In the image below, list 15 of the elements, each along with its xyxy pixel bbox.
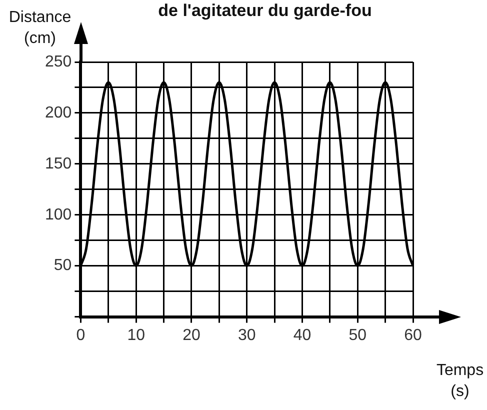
x-tick-label: 60 (404, 326, 422, 344)
x-tick-label: 40 (293, 326, 312, 344)
x-axis-title: Temps (s) (436, 362, 484, 400)
y-tick-label: 100 (44, 206, 72, 224)
y-tick-label: 200 (44, 104, 72, 122)
y-axis-title: Distance (cm) (8, 9, 72, 47)
y-tick-label: 50 (54, 257, 72, 274)
x-tick-label: 50 (348, 326, 367, 344)
x-tick-label: 30 (238, 326, 256, 344)
y-tick-label: 150 (44, 155, 72, 172)
x-tick-label: 20 (182, 326, 200, 344)
x-tick-label: 0 (76, 326, 86, 344)
x-tick-label: 10 (127, 326, 146, 344)
chart-title: de l'agitateur du garde-fou (158, 1, 372, 20)
y-tick-label: 250 (44, 53, 72, 70)
